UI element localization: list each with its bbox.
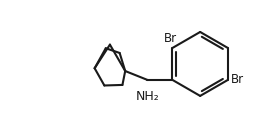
Text: Br: Br xyxy=(231,73,244,86)
Text: Br: Br xyxy=(164,32,177,45)
Text: NH₂: NH₂ xyxy=(136,90,159,104)
